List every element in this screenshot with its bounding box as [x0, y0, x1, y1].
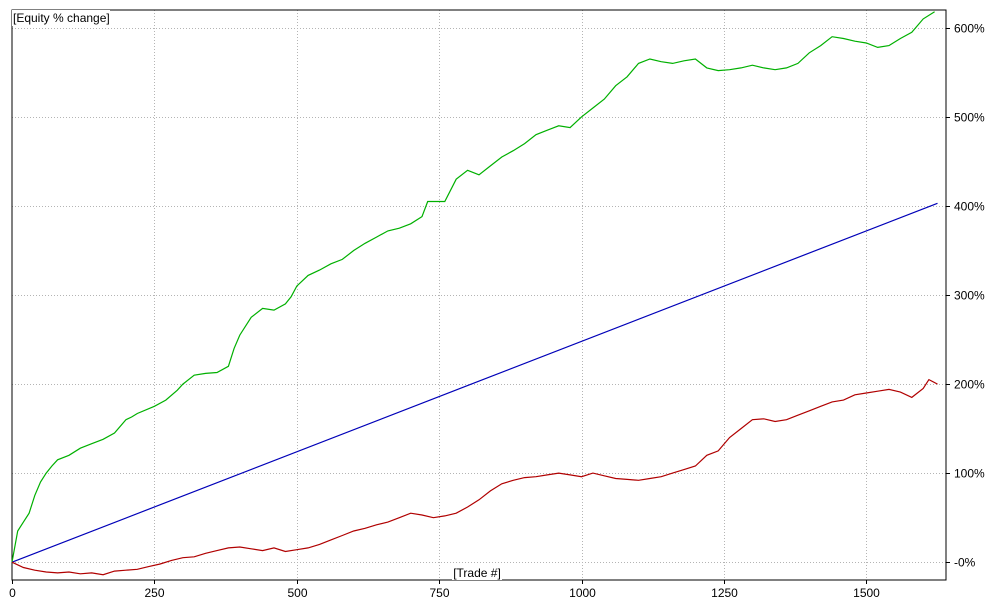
series-layer: [11, 11, 938, 576]
x-axis-label: [Trade #]: [453, 566, 501, 580]
x-tick-label: 1000: [569, 586, 596, 600]
x-tick-label: 750: [429, 586, 449, 600]
xlabel-box: [Trade #]: [452, 565, 502, 580]
series-line-2: [11, 202, 938, 563]
grid: [12, 10, 946, 580]
y-tick-label: -0%: [954, 556, 976, 570]
y-tick-label: 200%: [954, 378, 985, 392]
x-tick-label: 1500: [853, 586, 880, 600]
series-line-1: [11, 11, 935, 563]
y-tick-label: 500%: [954, 111, 985, 125]
y-tick-label: 600%: [954, 22, 985, 36]
x-axis: 0 250 500 750 1000 1250 1500: [9, 580, 880, 600]
y-axis: -0% 100% 200% 300% 400% 500% 600%: [946, 22, 985, 570]
y-tick-label: 400%: [954, 200, 985, 214]
x-tick-label: 1250: [711, 586, 738, 600]
y-tick-label: 100%: [954, 467, 985, 481]
x-tick-label: 0: [9, 586, 16, 600]
y-tick-label: 300%: [954, 289, 985, 303]
xlabel-background: [452, 565, 502, 580]
chart-title: [Equity % change]: [13, 11, 110, 25]
x-tick-label: 500: [287, 586, 307, 600]
x-tick-label: 250: [144, 586, 164, 600]
title-box: [Equity % change]: [12, 10, 110, 26]
series-line-3: [11, 378, 938, 576]
plot-frame: [11, 9, 947, 581]
title-background: [12, 10, 110, 26]
